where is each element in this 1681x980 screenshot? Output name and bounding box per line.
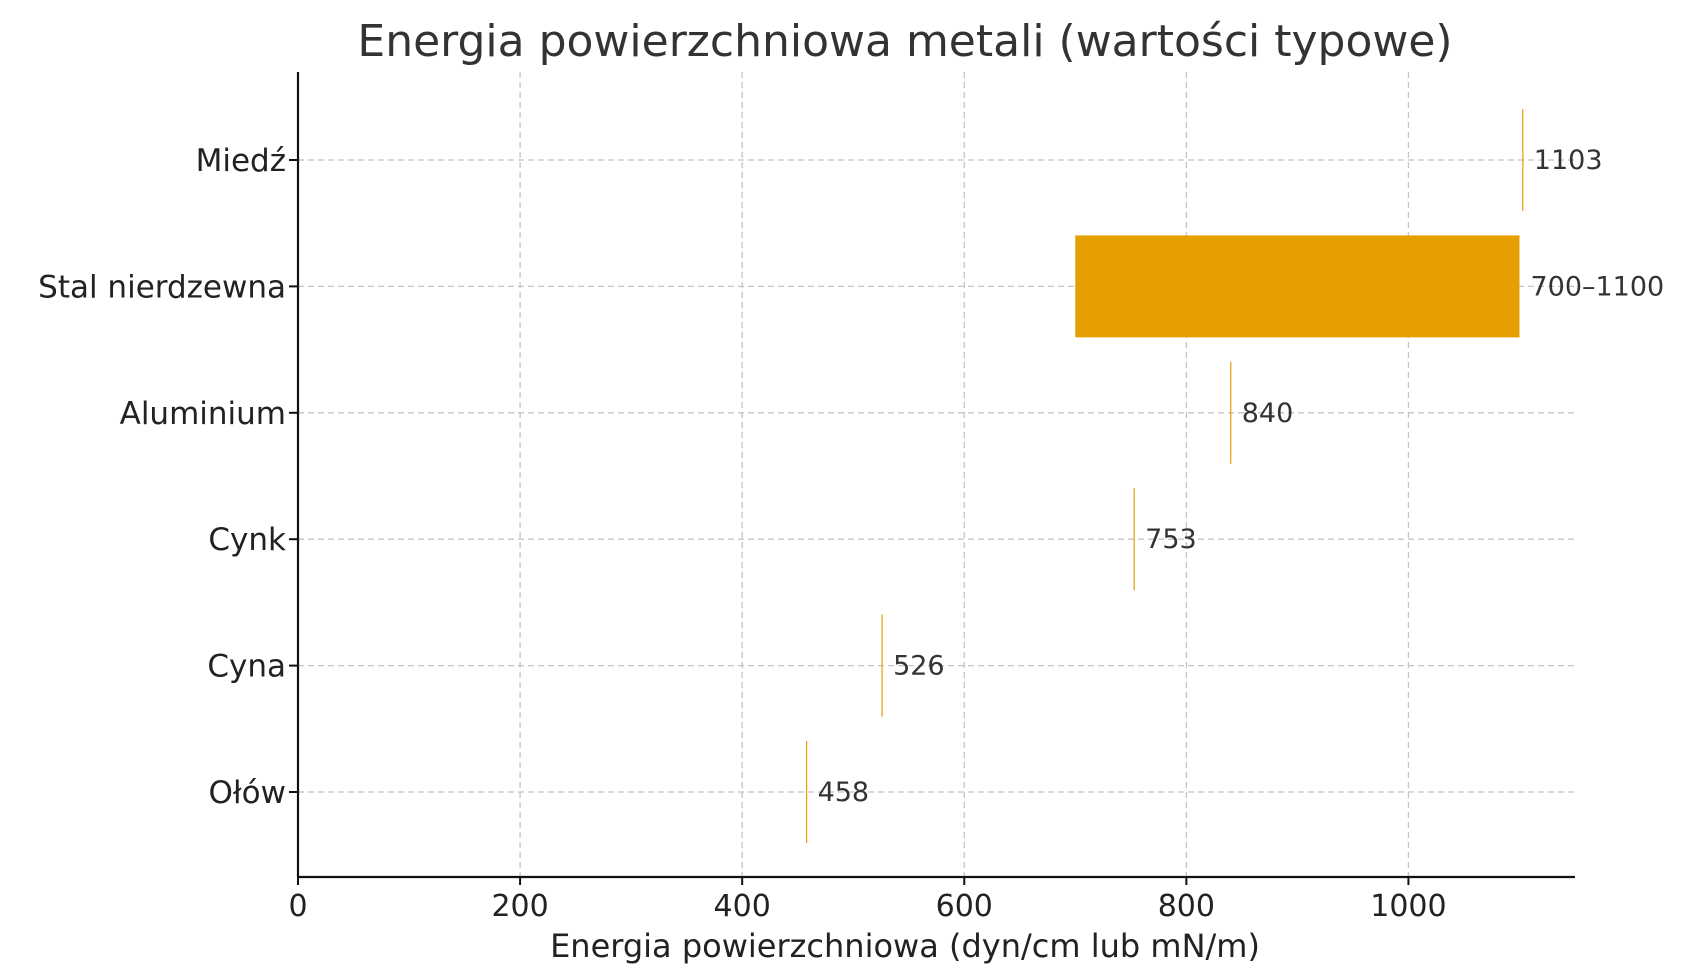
- x-tick-label: 600: [936, 889, 993, 924]
- bar-cyna: [881, 614, 883, 717]
- chart-title: Energia powierzchniowa metali (wartości …: [357, 16, 1452, 67]
- x-axis-label: Energia powierzchniowa (dyn/cm lub mN/m): [550, 927, 1260, 965]
- data-label: 753: [1145, 524, 1197, 555]
- value-labels: 1103 700–1100 840 753 526 458: [818, 145, 1665, 808]
- bar-aluminium: [1230, 361, 1232, 464]
- x-tick-label: 400: [714, 889, 771, 924]
- data-label: 840: [1242, 398, 1294, 429]
- bars: [805, 109, 1524, 843]
- y-category-label: Aluminium: [120, 396, 286, 432]
- y-category-label: Miedź: [196, 143, 286, 179]
- x-tick-label: 0: [288, 889, 307, 924]
- x-tick-label: 200: [491, 889, 548, 924]
- tick-labels: 0 200 400 600 800 1000 Miedź Stal nierdzewna Alu…: [38, 143, 1446, 924]
- y-category-label: Cyna: [207, 649, 286, 685]
- bar-stal-nierdzewna: [1075, 235, 1520, 338]
- x-tick-label: 1000: [1370, 889, 1446, 924]
- bar-miedź: [1522, 109, 1524, 211]
- bar-cynk: [1133, 488, 1135, 591]
- grid-lines: [298, 72, 1575, 877]
- data-label: 458: [818, 777, 870, 808]
- x-tick-label: 800: [1158, 889, 1215, 924]
- y-category-label: Stal nierdzewna: [38, 269, 286, 305]
- data-label: 526: [893, 651, 945, 682]
- data-label: 1103: [1534, 145, 1603, 176]
- y-category-label: Ołów: [208, 775, 286, 811]
- y-category-label: Cynk: [208, 522, 286, 558]
- data-label: 700–1100: [1530, 271, 1664, 302]
- axes: [289, 72, 1575, 885]
- bar-ołów: [805, 741, 808, 843]
